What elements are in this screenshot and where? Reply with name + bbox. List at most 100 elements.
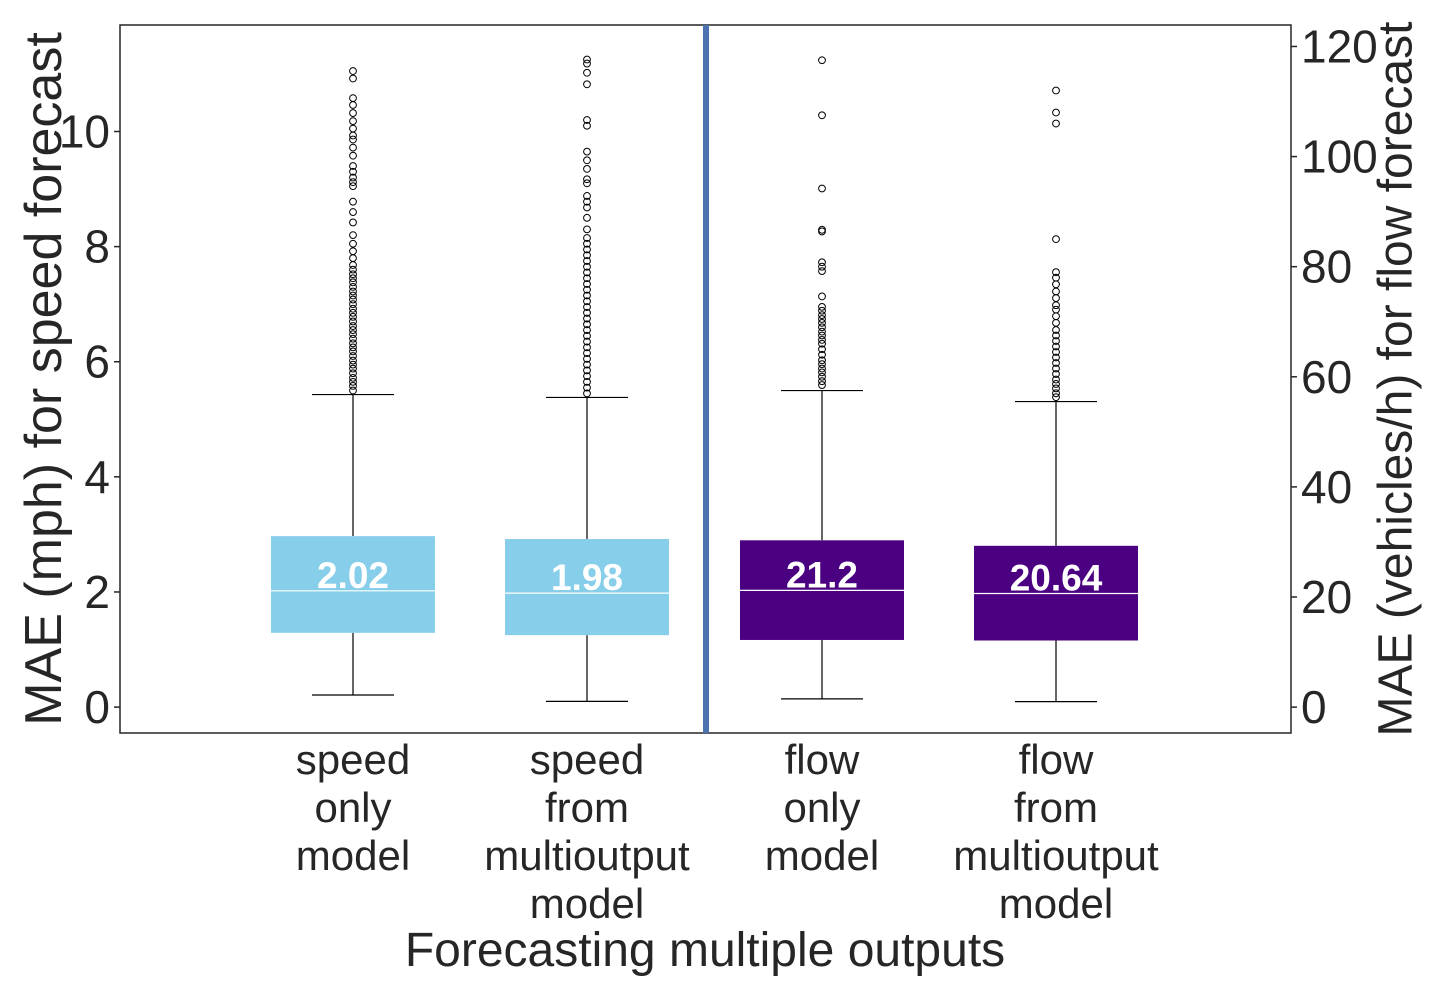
left-y-axis-label: MAE (mph) for speed forecast bbox=[15, 32, 73, 726]
outlier-point bbox=[1052, 326, 1060, 334]
outlier-point bbox=[818, 331, 826, 340]
outlier-point bbox=[583, 234, 591, 242]
outlier-point bbox=[583, 343, 591, 352]
outlier-point bbox=[583, 314, 591, 323]
left-y-tick-label: 4 bbox=[84, 451, 110, 503]
right-y-axis-label: MAE (vehicles/h) for flow forecast bbox=[1370, 22, 1423, 737]
outlier-point bbox=[583, 262, 591, 271]
right-y-tick-label: 20 bbox=[1301, 571, 1352, 623]
outlier-point bbox=[1052, 370, 1060, 378]
outlier-point bbox=[349, 131, 357, 140]
outlier-point bbox=[818, 56, 826, 65]
outlier-point bbox=[1052, 364, 1060, 373]
outlier-point bbox=[818, 336, 826, 344]
outlier-point bbox=[349, 270, 357, 279]
outlier-point bbox=[1052, 86, 1060, 95]
box-group-3: 21.2 bbox=[740, 56, 904, 700]
outlier-point bbox=[583, 303, 591, 311]
outlier-point bbox=[818, 381, 826, 389]
outlier-point bbox=[583, 297, 591, 306]
outlier-point bbox=[583, 331, 591, 340]
outlier-point bbox=[349, 369, 357, 378]
outlier-point bbox=[349, 317, 357, 326]
outlier-point bbox=[818, 364, 826, 373]
outlier-point bbox=[818, 311, 826, 320]
outlier-point bbox=[818, 368, 826, 377]
outlier-point bbox=[583, 360, 591, 369]
outlier-point bbox=[349, 101, 357, 109]
outlier-point bbox=[583, 239, 591, 248]
outlier-point bbox=[583, 147, 591, 156]
outlier-point bbox=[1052, 359, 1060, 367]
outlier-point bbox=[1052, 389, 1060, 398]
outlier-point bbox=[349, 135, 357, 144]
outlier-point bbox=[818, 345, 826, 354]
outlier-point bbox=[1052, 393, 1060, 402]
x-axis-category-labels: speed only model speed from multioutput model f… bbox=[296, 736, 1159, 927]
outlier-point bbox=[583, 165, 591, 173]
outlier-point bbox=[349, 334, 357, 343]
outlier-point bbox=[349, 109, 357, 117]
outlier-point bbox=[349, 167, 357, 176]
box-group-2: 1.98 bbox=[505, 55, 669, 702]
outlier-point bbox=[1052, 331, 1060, 340]
x-category-label: flow from multioutput model bbox=[953, 736, 1159, 927]
outlier-point bbox=[349, 364, 357, 373]
outlier-point bbox=[583, 308, 591, 317]
outlier-point bbox=[583, 59, 591, 68]
outlier-point bbox=[583, 268, 591, 277]
outlier-point bbox=[349, 178, 357, 187]
outlier-point bbox=[1052, 337, 1060, 345]
outlier-point bbox=[1052, 342, 1060, 351]
right-y-tick-label: 60 bbox=[1301, 351, 1352, 403]
outlier-point bbox=[583, 213, 591, 222]
outlier-point bbox=[1052, 353, 1060, 362]
outlier-point bbox=[349, 287, 357, 296]
outlier-point bbox=[583, 251, 591, 260]
median-value-label: 2.02 bbox=[317, 555, 389, 596]
outlier-point bbox=[349, 308, 357, 317]
outlier-point bbox=[583, 285, 591, 294]
outlier-point bbox=[349, 291, 357, 300]
outlier-point bbox=[349, 356, 357, 365]
outlier-point bbox=[1052, 384, 1060, 393]
outlier-point bbox=[349, 386, 357, 395]
outlier-point bbox=[818, 111, 826, 120]
outlier-point bbox=[349, 218, 357, 227]
box-plots: 2.02 1.98 21.2 20.64 bbox=[271, 55, 1138, 703]
outlier-point bbox=[1052, 235, 1060, 244]
outlier-point bbox=[583, 121, 591, 130]
right-y-tick-label: 0 bbox=[1301, 681, 1327, 733]
outlier-point bbox=[1052, 108, 1060, 117]
outlier-point bbox=[349, 300, 357, 309]
outlier-point bbox=[818, 302, 826, 311]
outlier-point bbox=[349, 265, 357, 274]
outlier-point bbox=[1052, 119, 1060, 128]
x-axis-label: Forecasting multiple outputs bbox=[405, 924, 1005, 977]
outlier-point bbox=[349, 330, 357, 339]
outlier-point bbox=[583, 175, 591, 184]
iqr-box bbox=[505, 539, 669, 636]
x-category-label: flow only model bbox=[765, 736, 879, 879]
outlier-point bbox=[583, 245, 591, 254]
outlier-point bbox=[349, 295, 357, 304]
outlier-point bbox=[583, 257, 591, 265]
outlier-point bbox=[818, 350, 826, 359]
outlier-point bbox=[583, 366, 591, 375]
outlier-point bbox=[583, 156, 591, 165]
outlier-point bbox=[583, 389, 591, 398]
outlier-point bbox=[583, 80, 591, 89]
outlier-point bbox=[818, 356, 826, 365]
right-y-tick-label: 120 bbox=[1301, 20, 1378, 72]
outlier-point bbox=[818, 262, 826, 271]
outlier-point bbox=[1052, 375, 1060, 384]
outlier-point bbox=[583, 337, 591, 346]
outlier-point bbox=[818, 360, 826, 369]
outlier-point bbox=[349, 173, 357, 182]
outlier-point bbox=[349, 373, 357, 382]
outlier-point bbox=[349, 352, 357, 360]
left-y-tick-label: 10 bbox=[59, 105, 110, 157]
outlier-point bbox=[818, 292, 826, 301]
outlier-point bbox=[349, 208, 357, 216]
right-y-tick-label: 80 bbox=[1301, 241, 1352, 293]
